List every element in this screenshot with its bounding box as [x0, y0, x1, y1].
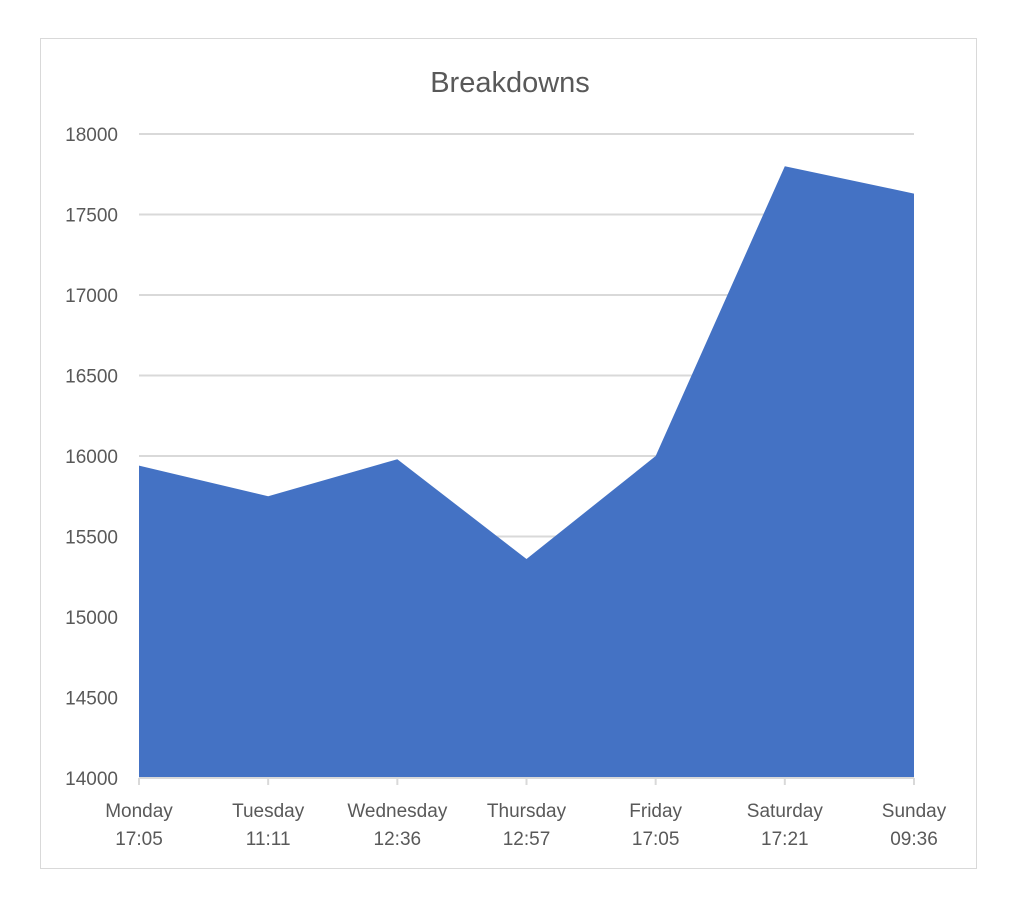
y-tick-label: 15500: [65, 528, 118, 549]
x-tick-label: Monday: [105, 801, 173, 822]
y-tick-label: 15000: [65, 608, 118, 629]
x-tick-label: 17:05: [115, 829, 163, 850]
x-tick-label: Thursday: [487, 801, 567, 822]
x-tick-label: Tuesday: [232, 801, 305, 822]
y-tick-label: 14500: [65, 689, 118, 710]
x-tick-label: 11:11: [246, 829, 291, 850]
chart-title: Breakdowns: [430, 67, 590, 99]
y-tick-label: 17500: [65, 206, 118, 227]
y-tick-label: 17000: [65, 286, 118, 307]
x-tick-label: 12:57: [503, 829, 551, 850]
area-series: [139, 166, 914, 778]
x-tick-label: 12:36: [374, 829, 422, 850]
x-tick-label: 17:21: [761, 829, 809, 850]
x-tick-label: Friday: [629, 801, 682, 822]
x-tick-label: Sunday: [882, 801, 947, 822]
y-tick-label: 14000: [65, 769, 118, 790]
y-tick-label: 18000: [65, 125, 118, 146]
x-tick-label: Wednesday: [347, 801, 447, 822]
y-tick-label: 16500: [65, 367, 118, 388]
x-tick-label: 09:36: [890, 829, 938, 850]
x-tick-label: Saturday: [747, 801, 824, 822]
x-tick-label: 17:05: [632, 829, 680, 850]
chart-frame: [40, 38, 977, 869]
y-tick-label: 16000: [65, 447, 118, 468]
